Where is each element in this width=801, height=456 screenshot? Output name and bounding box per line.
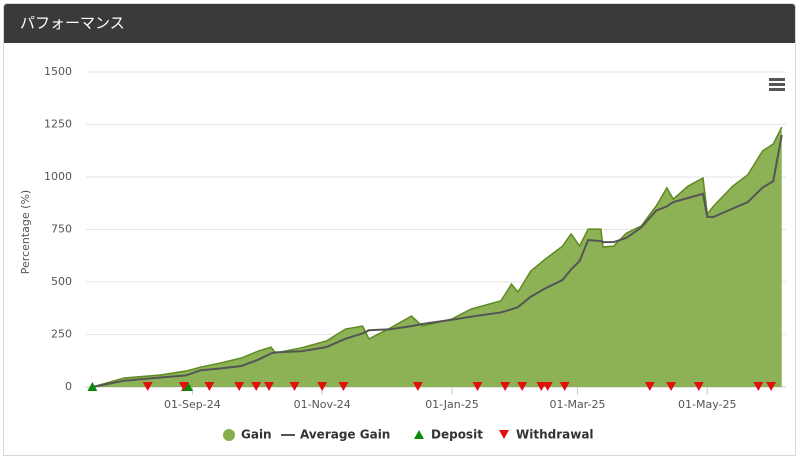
y-axis-title: Percentage (%) [19, 190, 32, 274]
x-tick-label: 01-Jan-25 [425, 398, 479, 411]
withdrawal-marker [317, 382, 328, 391]
y-tick-label: 750 [51, 223, 72, 236]
withdrawal-marker [536, 382, 547, 391]
y-tick-label: 1500 [44, 65, 72, 78]
withdrawal-marker [472, 382, 483, 391]
withdrawal-marker [251, 382, 262, 391]
legend-symbol [414, 430, 424, 439]
withdrawal-marker [753, 382, 764, 391]
chart: Percentage (%) 0 250 500 750 1000 1250 1500 01-… [19, 65, 786, 442]
deposit-marker [183, 382, 194, 391]
withdrawal-marker [412, 382, 423, 391]
withdrawal-marker [644, 382, 655, 391]
legend-symbol [223, 429, 235, 441]
withdrawal-marker [693, 382, 704, 391]
withdrawal-marker [338, 382, 349, 391]
x-tick-label: 01-May-25 [678, 398, 736, 411]
withdrawal-marker [559, 382, 570, 391]
y-tick-label: 1000 [44, 170, 72, 183]
withdrawal-marker [517, 382, 528, 391]
menu-bar[interactable] [769, 83, 785, 86]
legend-item: Average Gain [281, 428, 390, 442]
legend-label: Deposit [431, 428, 483, 442]
deposit-marker [87, 382, 98, 391]
menu-bar[interactable] [769, 78, 785, 81]
x-tick-label: 01-Sep-24 [164, 398, 221, 411]
y-tick-label: 1250 [44, 118, 72, 131]
x-tick-label: 01-Nov-24 [294, 398, 351, 411]
legend-item: Deposit [414, 428, 483, 442]
withdrawal-marker [542, 382, 553, 391]
withdrawal-marker [263, 382, 274, 391]
withdrawal-marker [178, 382, 189, 391]
withdrawal-marker [142, 382, 153, 391]
y-tick-label: 500 [51, 275, 72, 288]
withdrawal-marker [204, 382, 215, 391]
x-tick-label: 01-Mar-25 [549, 398, 605, 411]
gain-area [92, 127, 782, 388]
legend-label: Gain [241, 428, 272, 442]
legend-symbol [499, 430, 509, 439]
withdrawal-marker [666, 382, 677, 391]
gain-line [92, 126, 783, 388]
legend-label: Average Gain [300, 428, 390, 442]
y-tick-label: 250 [51, 328, 72, 341]
panel: パフォーマンス Percentage (%) 0 250 500 750 1000 125… [3, 3, 796, 456]
legend-item: Withdrawal [499, 428, 594, 442]
legend-label: Withdrawal [516, 428, 594, 442]
menu-bar[interactable] [769, 88, 785, 91]
withdrawal-marker [234, 382, 245, 391]
panel-title: パフォーマンス [4, 4, 795, 43]
withdrawal-marker [500, 382, 511, 391]
y-tick-label: 0 [65, 380, 72, 393]
withdrawal-marker [766, 382, 777, 391]
legend-item: Gain [223, 428, 272, 442]
menu-button[interactable] [769, 78, 785, 91]
average-gain-line [92, 134, 783, 388]
withdrawal-marker [289, 382, 300, 391]
